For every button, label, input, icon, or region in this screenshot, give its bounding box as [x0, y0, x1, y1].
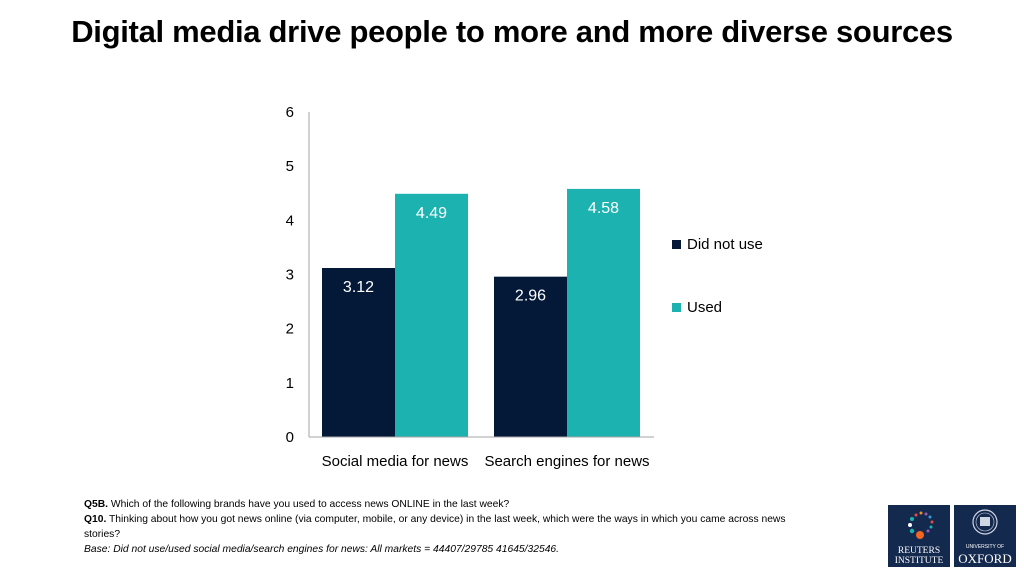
oxford-logo-line2: OXFORD: [958, 551, 1012, 566]
note-q5b-text: Which of the following brands have you u…: [108, 499, 510, 510]
x-axis-labels: Social media for news Search engines for …: [322, 453, 650, 470]
note-q10: Q10. Thinking about how you got news onl…: [84, 512, 804, 542]
data-labels: 3.12 4.49 2.96 4.58: [343, 200, 619, 305]
reuters-dots-icon: [908, 511, 934, 539]
note-q10-text: Thinking about how you got news online (…: [84, 514, 786, 540]
data-label: 2.96: [515, 288, 546, 305]
note-q10-label: Q10.: [84, 514, 107, 525]
page-title: Digital media drive people to more and m…: [71, 14, 953, 49]
bar-chart: 0 1 2 3 4 5 6 3.12 4.49 2.96 4.58 Social media fo…: [286, 104, 654, 470]
note-base-text: Base: Did not use/used social media/sear…: [84, 544, 560, 555]
bar-used: [395, 193, 468, 437]
note-base: Base: Did not use/used social media/sear…: [84, 542, 804, 557]
data-label: 4.49: [416, 205, 447, 222]
oxford-crest-icon: [972, 509, 998, 535]
footnotes: Q5B. Which of the following brands have …: [84, 497, 804, 557]
legend-swatch-did-not-use: [672, 240, 681, 249]
y-tick-label: 0: [286, 429, 294, 446]
legend-swatch-used: [672, 303, 681, 312]
reuters-logo-line1: REUTERS: [897, 546, 941, 556]
legend-label-did-not-use: Did not use: [687, 236, 763, 253]
data-label: 4.58: [588, 200, 619, 217]
bar-used: [567, 188, 640, 437]
bars: [322, 188, 640, 437]
y-tick-label: 1: [286, 375, 294, 392]
reuters-logo-line2: INSTITUTE: [894, 556, 944, 566]
y-tick-label: 5: [286, 158, 294, 175]
oxford-logo: UNIVERSITY OF OXFORD: [954, 505, 1016, 567]
note-q5b-label: Q5B.: [84, 499, 109, 510]
data-label: 3.12: [343, 279, 374, 296]
y-tick-label: 6: [286, 104, 294, 121]
x-tick-label: Search engines for news: [484, 453, 649, 470]
oxford-logo-line1: UNIVERSITY OF: [965, 544, 1005, 550]
y-axis-ticks: 0 1 2 3 4 5 6: [286, 104, 294, 446]
y-tick-label: 4: [286, 212, 294, 229]
legend-label-used: Used: [687, 299, 723, 316]
x-tick-label: Social media for news: [322, 453, 469, 470]
legend-item-did-not-use: Did not use: [672, 236, 763, 253]
reuters-institute-logo: REUTERS INSTITUTE: [888, 505, 950, 567]
bar-did-not-use: [322, 268, 395, 437]
legend-item-used: Used: [672, 299, 722, 316]
y-tick-label: 3: [286, 267, 294, 284]
bar-did-not-use: [494, 276, 567, 437]
note-q5b: Q5B. Which of the following brands have …: [84, 497, 804, 512]
y-tick-label: 2: [286, 321, 294, 338]
